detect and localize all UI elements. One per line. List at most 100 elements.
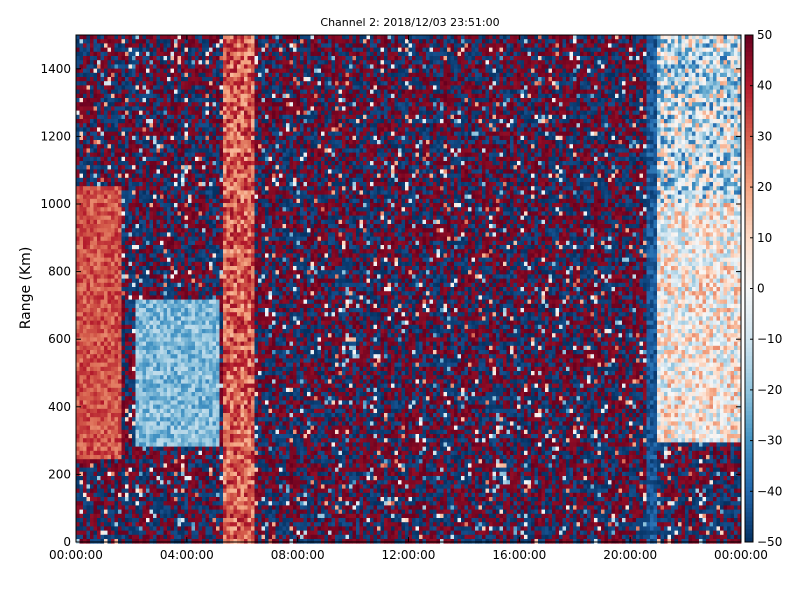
heatmap-cell — [135, 93, 140, 99]
heatmap-cell — [90, 509, 94, 515]
heatmap-cell — [121, 324, 126, 330]
heatmap-cell — [184, 375, 189, 380]
heatmap-cell — [114, 156, 119, 162]
heatmap-cell — [198, 68, 203, 74]
heatmap-cell — [163, 329, 168, 334]
heatmap-cell — [198, 341, 203, 347]
heatmap-cell — [86, 249, 91, 254]
heatmap-cell — [198, 110, 203, 116]
heatmap-cell — [135, 207, 140, 212]
heatmap-cell — [79, 165, 84, 170]
heatmap-cell — [104, 228, 108, 233]
heatmap-cell — [149, 261, 154, 267]
heatmap-cell — [170, 480, 175, 485]
heatmap-cell — [216, 341, 220, 347]
heatmap-cell — [160, 459, 164, 464]
heatmap-cell — [111, 60, 115, 65]
heatmap-cell — [104, 43, 108, 48]
heatmap-cell — [118, 434, 122, 439]
heatmap-cell — [153, 119, 157, 124]
heatmap-cell — [125, 198, 129, 204]
heatmap-cell — [104, 274, 108, 279]
heatmap-cell — [160, 488, 164, 494]
heatmap-cell — [202, 539, 206, 544]
heatmap-cell — [177, 417, 182, 422]
heatmap-cell — [191, 488, 196, 494]
heatmap-cell — [90, 341, 94, 347]
heatmap-cell — [156, 35, 161, 40]
heatmap-cell — [216, 480, 220, 485]
heatmap-cell — [198, 324, 203, 330]
heatmap-cell — [135, 245, 140, 250]
heatmap-cell — [184, 413, 189, 418]
heatmap-cell — [114, 198, 119, 204]
heatmap-cell — [146, 350, 150, 355]
heatmap-cell — [139, 64, 143, 69]
heatmap-cell — [111, 408, 115, 414]
heatmap-cell — [111, 497, 115, 502]
heatmap-cell — [191, 303, 196, 309]
heatmap-cell — [153, 207, 157, 212]
heatmap-cell — [153, 236, 157, 242]
heatmap-cell — [156, 278, 161, 284]
heatmap-cell — [146, 530, 150, 536]
heatmap-cell — [202, 270, 206, 275]
heatmap-cell — [146, 308, 150, 313]
heatmap-cell — [153, 60, 157, 65]
heatmap-cell — [111, 387, 115, 393]
heatmap-cell — [212, 371, 217, 376]
heatmap-cell — [142, 278, 147, 284]
heatmap-cell — [212, 64, 217, 69]
heatmap-cell — [111, 434, 115, 439]
heatmap-cell — [188, 203, 192, 208]
heatmap-cell — [83, 152, 87, 158]
heatmap-cell — [198, 438, 203, 443]
heatmap-cell — [125, 476, 129, 481]
heatmap-cell — [167, 396, 171, 401]
heatmap-cell — [142, 476, 147, 481]
heatmap-cell — [139, 60, 143, 65]
heatmap-cell — [79, 110, 84, 116]
heatmap-cell — [111, 85, 115, 90]
heatmap-cell — [167, 539, 171, 544]
heatmap-cell — [149, 215, 154, 221]
heatmap-cell — [216, 350, 220, 355]
heatmap-cell — [160, 47, 164, 53]
heatmap-cell — [216, 505, 220, 510]
heatmap-cell — [174, 459, 178, 464]
heatmap-cell — [93, 287, 98, 292]
heatmap-cell — [146, 152, 150, 158]
heatmap-cell — [128, 274, 133, 279]
heatmap-cell — [219, 98, 224, 103]
heatmap-cell — [174, 467, 178, 473]
heatmap-cell — [188, 442, 192, 447]
heatmap-cell — [142, 375, 147, 380]
heatmap-cell — [212, 417, 217, 422]
heatmap-cell — [149, 148, 154, 153]
heatmap-cell — [128, 316, 133, 321]
heatmap-cell — [111, 530, 115, 536]
heatmap-cell — [202, 77, 206, 82]
heatmap-cell — [107, 211, 112, 216]
heatmap-cell — [205, 329, 210, 334]
heatmap-cell — [139, 56, 143, 61]
heatmap-cell — [107, 186, 112, 191]
heatmap-cell — [160, 324, 164, 330]
heatmap-cell — [97, 459, 101, 464]
heatmap-cell — [174, 476, 178, 481]
heatmap-cell — [202, 518, 206, 523]
heatmap-cell — [149, 102, 154, 107]
heatmap-cell — [205, 190, 210, 195]
heatmap-cell — [160, 341, 164, 347]
heatmap-cell — [90, 148, 94, 153]
heatmap-cell — [97, 505, 101, 510]
heatmap-cell — [170, 375, 175, 380]
heatmap-cell — [146, 320, 150, 326]
heatmap-cell — [90, 135, 94, 141]
heatmap-cell — [163, 492, 168, 498]
heatmap-cell — [132, 102, 136, 107]
heatmap-cell — [90, 501, 94, 506]
heatmap-cell — [174, 240, 178, 246]
heatmap-cell — [83, 215, 87, 221]
heatmap-cell — [188, 471, 192, 477]
